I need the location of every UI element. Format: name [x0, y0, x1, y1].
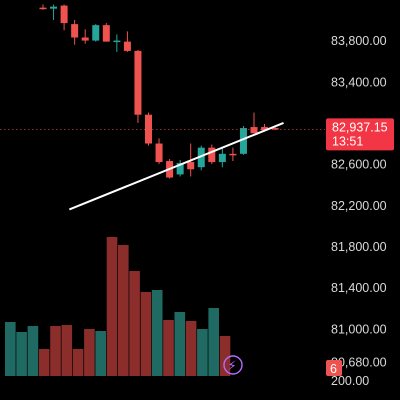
volume-bar — [151, 290, 163, 376]
volume-bar — [129, 271, 140, 376]
price-tick-label: 82,600.00 — [331, 158, 387, 172]
price-tick-label: 80,680.00 — [331, 355, 387, 369]
volume-bar — [27, 326, 39, 376]
candle-up — [176, 163, 184, 175]
candle-up — [239, 128, 247, 154]
lightning-glyph: ⚡ — [228, 359, 237, 374]
volume-axis-label: 200.00 — [331, 374, 369, 388]
candles — [39, 4, 279, 179]
price-tick-label: 81,400.00 — [331, 281, 387, 295]
candle-down — [134, 50, 142, 115]
volume-bars — [5, 237, 231, 376]
candle-up — [218, 153, 226, 163]
candle-down — [155, 143, 163, 163]
volume-bar — [163, 320, 174, 376]
price-axis[interactable]: 83,800.0083,400.0082,900.0082,600.0082,2… — [331, 34, 387, 369]
candle-down — [250, 127, 258, 134]
volume-badge-background — [326, 360, 342, 376]
volume-badge-value: 6 — [330, 362, 337, 376]
volume-bar — [197, 329, 208, 376]
volume-bar — [38, 349, 50, 376]
price-tick-label: 82,200.00 — [331, 199, 387, 213]
price-tick-label: 81,000.00 — [331, 322, 387, 336]
price-tick-label: 83,800.00 — [331, 34, 387, 48]
candle-down — [229, 153, 237, 156]
candle-down — [271, 128, 279, 130]
volume-bar — [219, 336, 231, 376]
volume-bar — [16, 332, 27, 376]
price-tick-label: 81,800.00 — [331, 240, 387, 254]
volume-bar — [84, 329, 95, 376]
candle-down — [102, 25, 110, 42]
candle-down — [123, 41, 131, 51]
candle-down — [60, 5, 68, 24]
volume-bar — [72, 349, 84, 376]
last-price-value: 82,937.15 — [332, 120, 388, 134]
candle-down — [39, 7, 47, 10]
candle-down — [187, 162, 195, 170]
trendline[interactable] — [69, 122, 284, 211]
volume-bar — [185, 321, 197, 376]
volume-bar — [95, 331, 106, 376]
volume-bar — [61, 325, 73, 376]
volume-bar — [118, 245, 129, 376]
volume-bar — [106, 237, 118, 376]
last-price-tag: 82,937.15 13:51 — [326, 118, 394, 151]
candle-countdown: 13:51 — [332, 134, 363, 148]
candle-down — [261, 127, 269, 131]
lightning-icon-ring — [223, 355, 243, 375]
price-tick-label: 83,400.00 — [331, 75, 387, 89]
lightning-icon[interactable]: ⚡ — [223, 355, 243, 375]
candle-up — [50, 6, 58, 9]
candle-down — [71, 24, 79, 38]
candle-up — [92, 25, 100, 41]
volume-bar — [208, 308, 219, 376]
volume-bar — [174, 312, 186, 376]
last-price-tag-background — [326, 118, 394, 151]
volume-last-badge: 6 — [326, 360, 342, 376]
volume-bar — [140, 292, 152, 376]
volume-bar — [50, 326, 61, 376]
volume-bar — [5, 322, 16, 376]
candle-down — [208, 147, 216, 163]
candle-up — [113, 40, 121, 43]
candle-up — [197, 147, 205, 168]
candle-down — [81, 37, 89, 41]
